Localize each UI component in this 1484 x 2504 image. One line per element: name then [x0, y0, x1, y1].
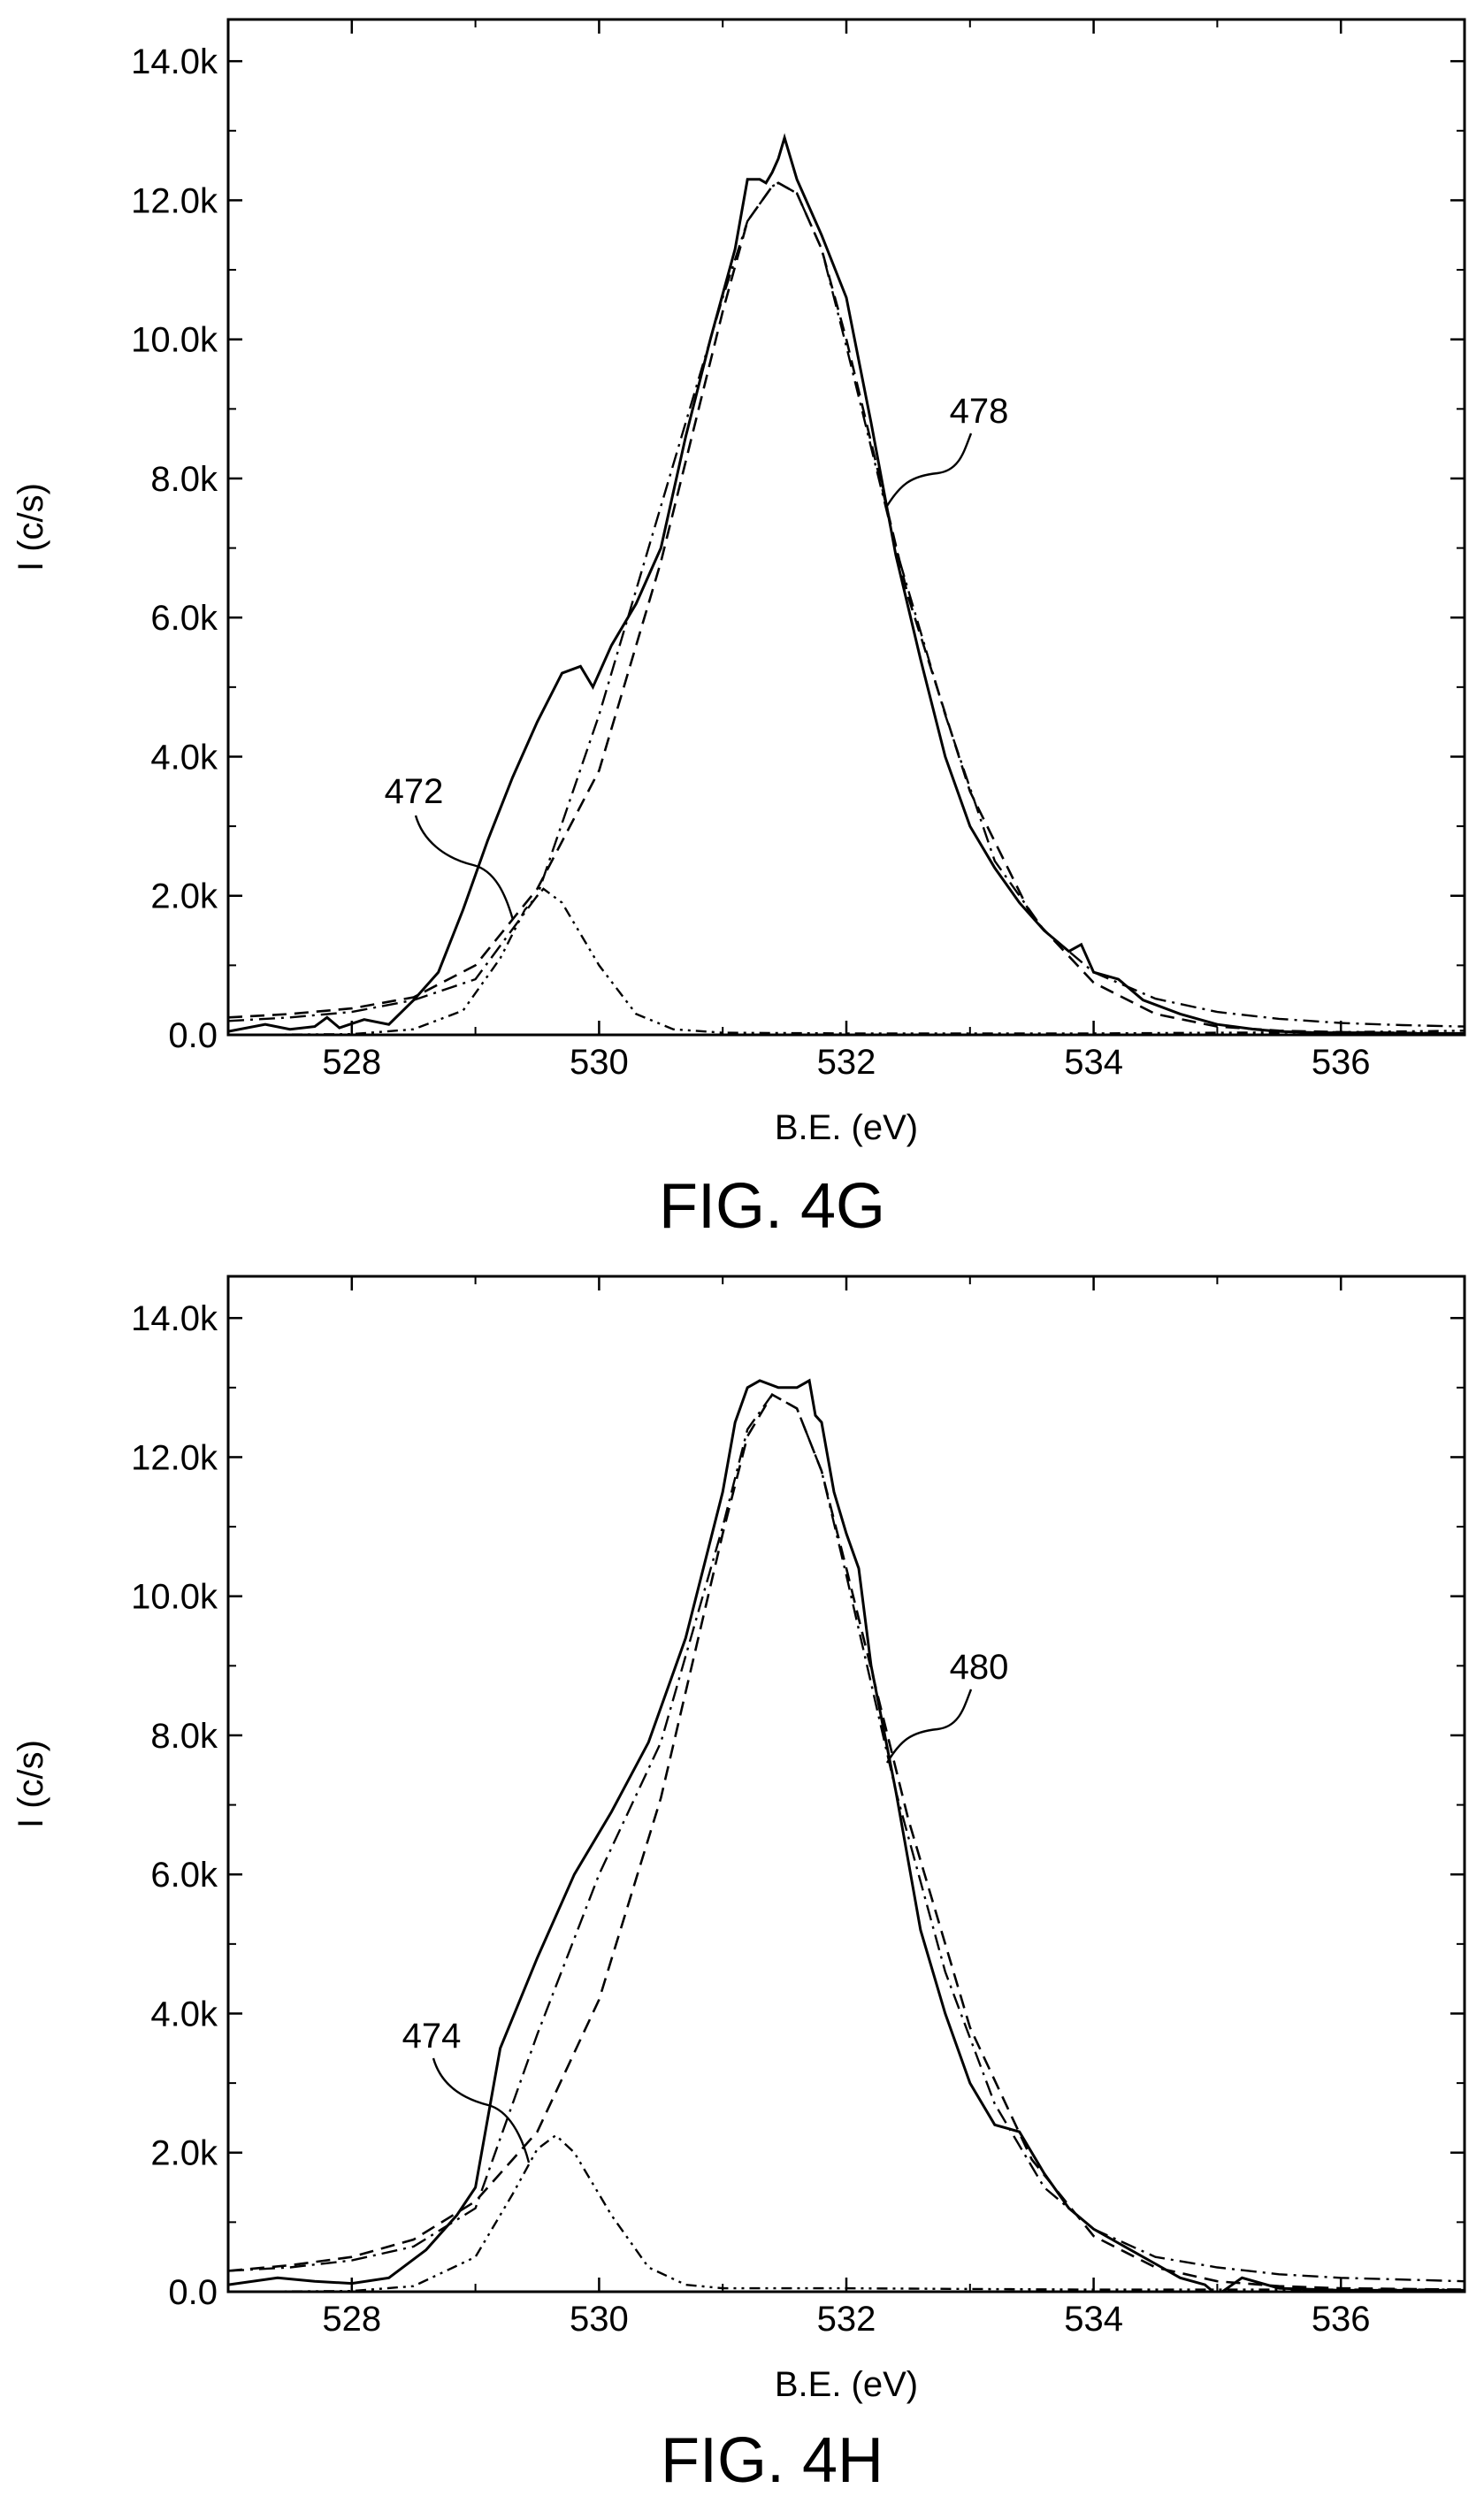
reference-label-474: 474 [402, 2017, 462, 2056]
x-tick-label: 530 [570, 1043, 629, 1082]
x-tick-label: 530 [570, 2300, 629, 2339]
y-tick-label: 6.0k [150, 1856, 218, 1895]
y-tick-label: 0.0 [168, 1016, 218, 1055]
figure-caption: FIG. 4H [661, 2425, 884, 2496]
x-tick-label: 528 [322, 2300, 381, 2339]
tick-layer: 528 530 532 534 536 0.0 2.0k 4.0k 6.0k 8.0k 10.0k 1… [131, 19, 1465, 1082]
series-line-solid [228, 133, 1465, 1035]
series-line-dash-dot-dot [228, 2133, 1465, 2292]
series-line-dash [228, 181, 1465, 1035]
x-tick-label: 534 [1064, 2300, 1123, 2339]
plot-frame [226, 18, 1466, 1037]
series-line-dash-dot [228, 181, 1465, 1028]
leader-line-480 [885, 1688, 973, 1764]
y-tick-label: 14.0k [131, 42, 218, 81]
chart-panel-fig-4g: 528 530 532 534 536 0.0 2.0k 4.0k 6.0k 8.0k 10.0k 1… [11, 18, 1466, 1242]
leader-line-478 [885, 433, 973, 507]
reference-label-478: 478 [950, 392, 1009, 431]
y-tick-label: 10.0k [131, 321, 218, 360]
y-tick-label: 6.0k [150, 599, 218, 638]
reference-label-472: 472 [385, 772, 444, 811]
series-line-dash [228, 1392, 1465, 2291]
y-tick-label: 2.0k [150, 2134, 218, 2173]
series-line-dash-dot [228, 1393, 1465, 2283]
series-layer [228, 1378, 1465, 2292]
y-tick-label: 8.0k [150, 1717, 218, 1756]
figure-caption: FIG. 4G [659, 1171, 885, 1242]
leader-line-472 [414, 815, 515, 921]
y-axis-title: I (c/s) [11, 1740, 50, 1828]
y-tick-label: 14.0k [131, 1299, 218, 1338]
tick-layer: 528 530 532 534 536 0.0 2.0k 4.0k 6.0k 8.0k 10.0k 1… [131, 1276, 1465, 2339]
x-tick-label: 536 [1312, 2300, 1371, 2339]
y-tick-label: 4.0k [150, 738, 218, 777]
y-tick-label: 8.0k [150, 460, 218, 499]
x-tick-label: 534 [1064, 1043, 1123, 1082]
y-tick-label: 4.0k [150, 1995, 218, 2033]
chart-panel-fig-4h: 528 530 532 534 536 0.0 2.0k 4.0k 6.0k 8.0k 10.0k 1… [11, 1275, 1466, 2496]
series-line-solid [228, 1378, 1465, 2292]
y-axis-title: I (c/s) [11, 483, 50, 571]
leader-line-474 [432, 2057, 531, 2163]
x-tick-label: 532 [817, 2300, 876, 2339]
reference-label-480: 480 [950, 1648, 1009, 1687]
x-axis-title: B.E. (eV) [775, 2365, 918, 2404]
y-tick-label: 12.0k [131, 181, 218, 220]
x-axis-title: B.E. (eV) [775, 1108, 918, 1147]
y-tick-label: 2.0k [150, 877, 218, 916]
plot-frame [226, 1275, 1466, 2293]
series-layer [228, 133, 1465, 1035]
series-line-dash-dot-dot [228, 887, 1465, 1035]
x-tick-label: 528 [322, 1043, 381, 1082]
x-tick-label: 536 [1312, 1043, 1371, 1082]
y-tick-label: 10.0k [131, 1578, 218, 1617]
y-tick-label: 0.0 [168, 2273, 218, 2312]
y-tick-label: 12.0k [131, 1438, 218, 1477]
x-tick-label: 532 [817, 1043, 876, 1082]
